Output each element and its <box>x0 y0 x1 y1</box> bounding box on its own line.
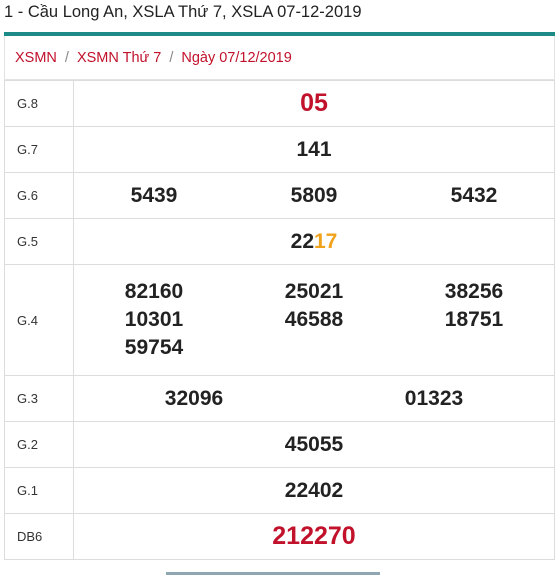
prize-number: 18751 <box>444 308 504 331</box>
prize-label: G.1 <box>4 467 74 514</box>
breadcrumb-date[interactable]: Ngày 07/12/2019 <box>181 49 292 66</box>
breadcrumb-separator: / <box>64 49 69 66</box>
prize-label: G.2 <box>4 421 74 468</box>
prize-number-highlight: 17 <box>314 229 338 253</box>
prize-number: 32096 <box>164 386 224 410</box>
page-title: 1 - Cầu Long An, XSLA Thứ 7, XSLA 07-12-… <box>4 3 362 21</box>
prize-row-g1: G.1 22402 <box>4 467 555 514</box>
prize-row-g3: G.3 32096 01323 <box>4 375 555 422</box>
prize-label: G.6 <box>4 172 74 219</box>
prize-number: 25021 <box>284 280 344 303</box>
prize-number: 5432 <box>450 183 498 207</box>
results-table: G.8 05 G.7 141 G.6 5439 5809 5432 G.5 22… <box>4 80 555 560</box>
breadcrumb-xsmn[interactable]: XSMN <box>15 49 57 66</box>
prize-number-highlight: 3 <box>444 280 457 303</box>
prize-number: 22402 <box>284 478 344 502</box>
breadcrumb: XSMN / XSMN Thứ 7 / Ngày 07/12/2019 <box>4 36 555 80</box>
results-card: XSMN / XSMN Thứ 7 / Ngày 07/12/2019 G.8 … <box>4 32 555 573</box>
prize-number: 82160 <box>124 280 184 303</box>
breadcrumb-xsmn-saturday[interactable]: XSMN Thứ 7 <box>76 49 162 66</box>
prize-number: 01323 <box>404 386 464 410</box>
prize-number: 2217 <box>291 230 338 253</box>
breadcrumb-separator: / <box>169 49 174 66</box>
prize-number: 45055 <box>284 432 344 456</box>
prize-row-g7: G.7 141 <box>4 126 555 173</box>
prize-label: G.3 <box>4 375 74 422</box>
prize-label: G.7 <box>4 126 74 173</box>
prize-number-rest: 8256 <box>456 280 504 303</box>
prize-row-g2: G.2 45055 <box>4 421 555 468</box>
prize-row-db6: DB6 212270 <box>4 513 555 560</box>
prize-number: 10301 <box>124 308 184 331</box>
prize-number: 38256 <box>394 280 554 304</box>
prize-row-g8: G.8 05 <box>4 80 555 127</box>
prize-number-prefix: 22 <box>290 229 314 253</box>
prize-number-special: 212270 <box>272 522 356 550</box>
prize-number: 46588 <box>284 308 344 331</box>
prize-row-g6: G.6 5439 5809 5432 <box>4 172 555 219</box>
prize-label: G.4 <box>4 264 74 376</box>
prize-row-g5: G.5 2217 <box>4 218 555 265</box>
prize-label: G.5 <box>4 218 74 265</box>
prize-number: 141 <box>296 137 332 161</box>
prize-number: 05 <box>300 89 328 117</box>
prize-number: 5809 <box>290 183 338 207</box>
prize-label: DB6 <box>4 513 74 560</box>
horizontal-scrollbar[interactable] <box>166 572 380 575</box>
prize-row-g4: G.4 82160 25021 38256 10301 46588 18751 … <box>4 264 555 376</box>
prize-number: 59754 <box>124 336 184 359</box>
prize-number: 5439 <box>130 183 178 207</box>
prize-label: G.8 <box>4 80 74 127</box>
